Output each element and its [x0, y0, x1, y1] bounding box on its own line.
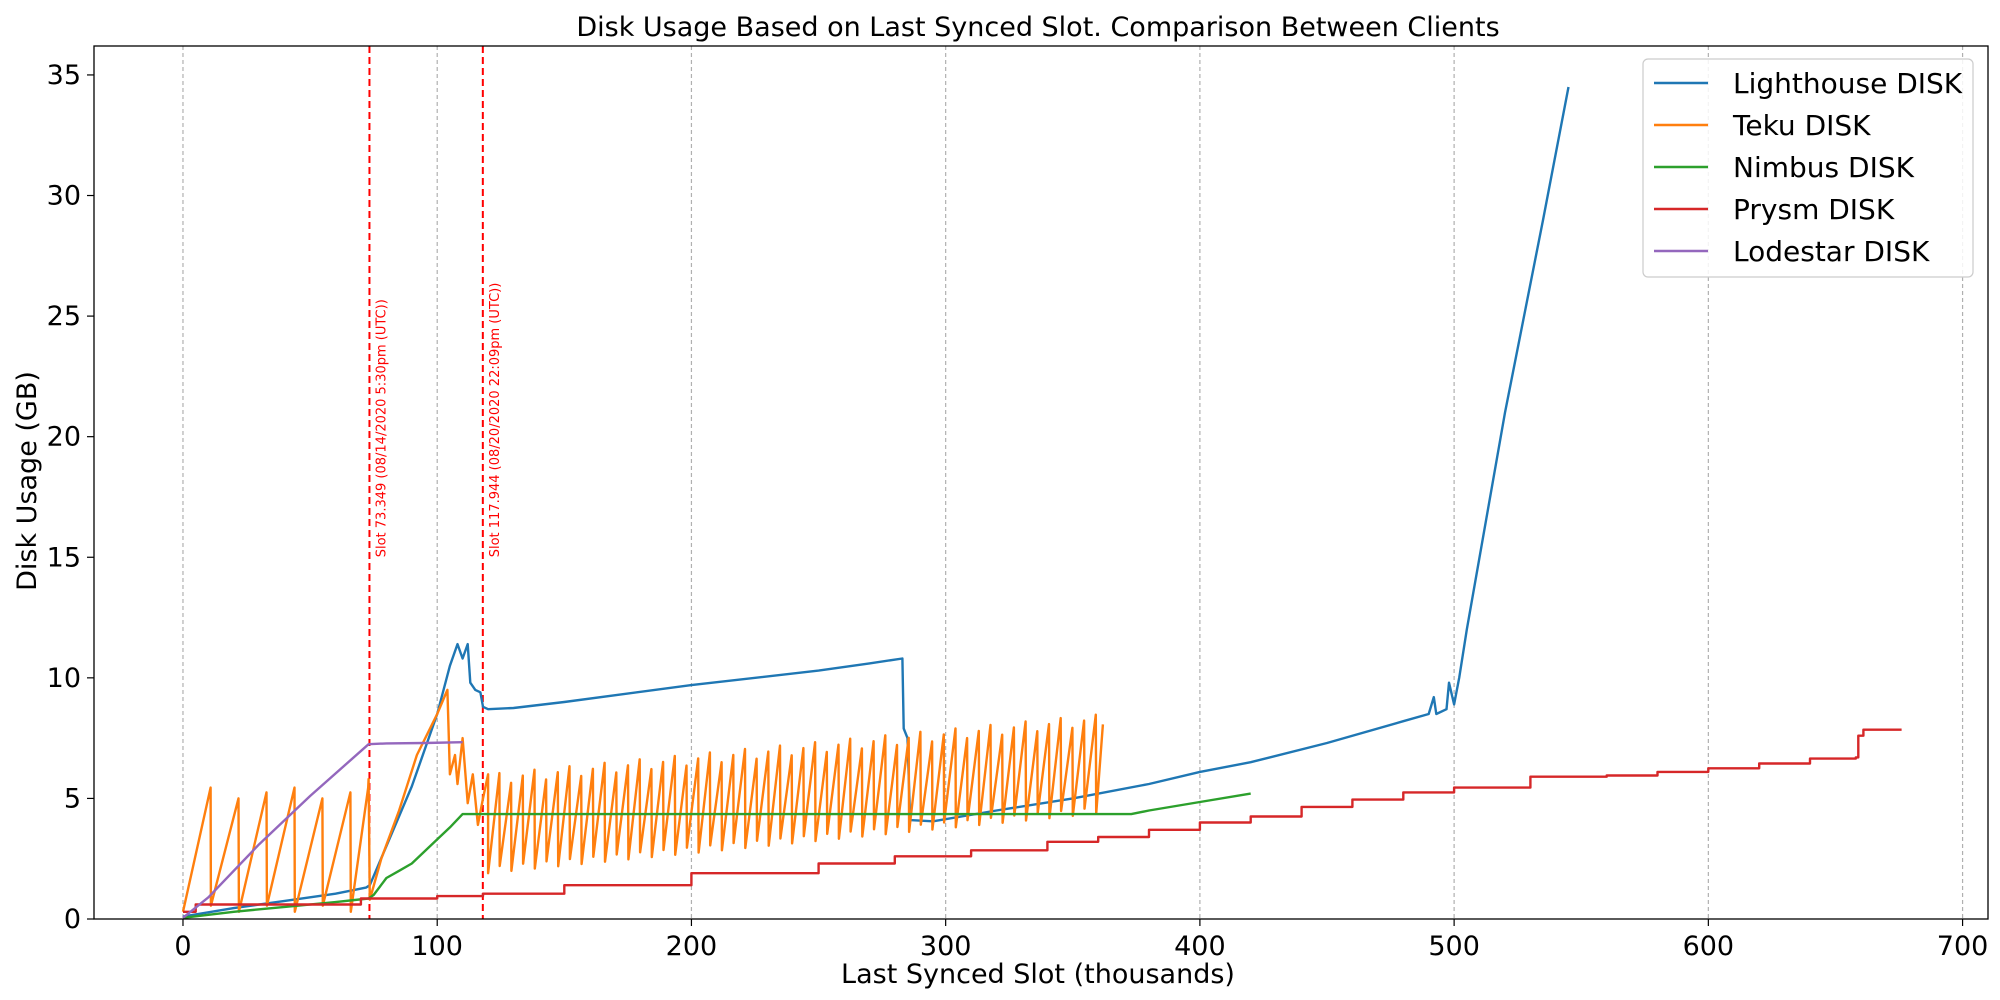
- legend-label: Lighthouse DISK: [1733, 67, 1963, 100]
- series-line: [181, 688, 1105, 913]
- y-tick-label: 25: [47, 301, 81, 332]
- x-axis-label: Last Synced Slot (thousands): [841, 959, 1235, 990]
- y-tick-label: 5: [64, 783, 81, 814]
- x-tick-label: 0: [174, 931, 191, 962]
- series-lines: [181, 86, 1902, 919]
- y-tick-label: 20: [47, 422, 81, 453]
- annotation-label: Slot 73.349 (08/14/2020 5:30pm (UTC)): [374, 299, 389, 557]
- legend-label: Teku DISK: [1732, 109, 1871, 142]
- x-tick-label: 400: [1174, 931, 1226, 962]
- legend-label: Nimbus DISK: [1733, 151, 1915, 184]
- x-tick-label: 200: [666, 931, 718, 962]
- x-tick-label: 100: [411, 931, 463, 962]
- y-tick-label: 15: [47, 542, 81, 573]
- y-tick-label: 35: [47, 60, 81, 91]
- y-axis-label: Disk Usage (GB): [12, 371, 43, 591]
- legend-label: Prysm DISK: [1733, 193, 1895, 226]
- series-line: [182, 86, 1570, 918]
- legend-box: [1642, 58, 1974, 278]
- y-tick-label: 10: [47, 663, 81, 694]
- x-tick-label: 700: [1937, 931, 1989, 962]
- series-line: [183, 728, 1902, 913]
- x-tick-label: 300: [920, 931, 972, 962]
- annotation-label: Slot 117.944 (08/20/2020 22:09pm (UTC)): [488, 283, 503, 558]
- grid-lines: [182, 46, 1964, 919]
- y-tick-label: 0: [64, 904, 81, 935]
- chart-title: Disk Usage Based on Last Synced Slot. Co…: [576, 12, 1499, 43]
- plot-frame: [93, 45, 1989, 920]
- series-line: [182, 792, 1251, 919]
- annotation-lines: Slot 73.349 (08/14/2020 5:30pm (UTC)) Slo…: [368, 46, 503, 919]
- legend: Lighthouse DISK Teku DISK Nimbus DISK Prysm…: [1642, 58, 1974, 278]
- y-tick-label: 30: [47, 181, 81, 212]
- x-tick-label: 500: [1428, 931, 1480, 962]
- series-line: [182, 741, 463, 919]
- x-tick-label: 600: [1683, 931, 1735, 962]
- legend-label: Lodestar DISK: [1733, 235, 1930, 268]
- axis-ticks: 0 100 200 300 400 500 600 700 0 5 10 15 20 25 30 35: [47, 60, 1989, 962]
